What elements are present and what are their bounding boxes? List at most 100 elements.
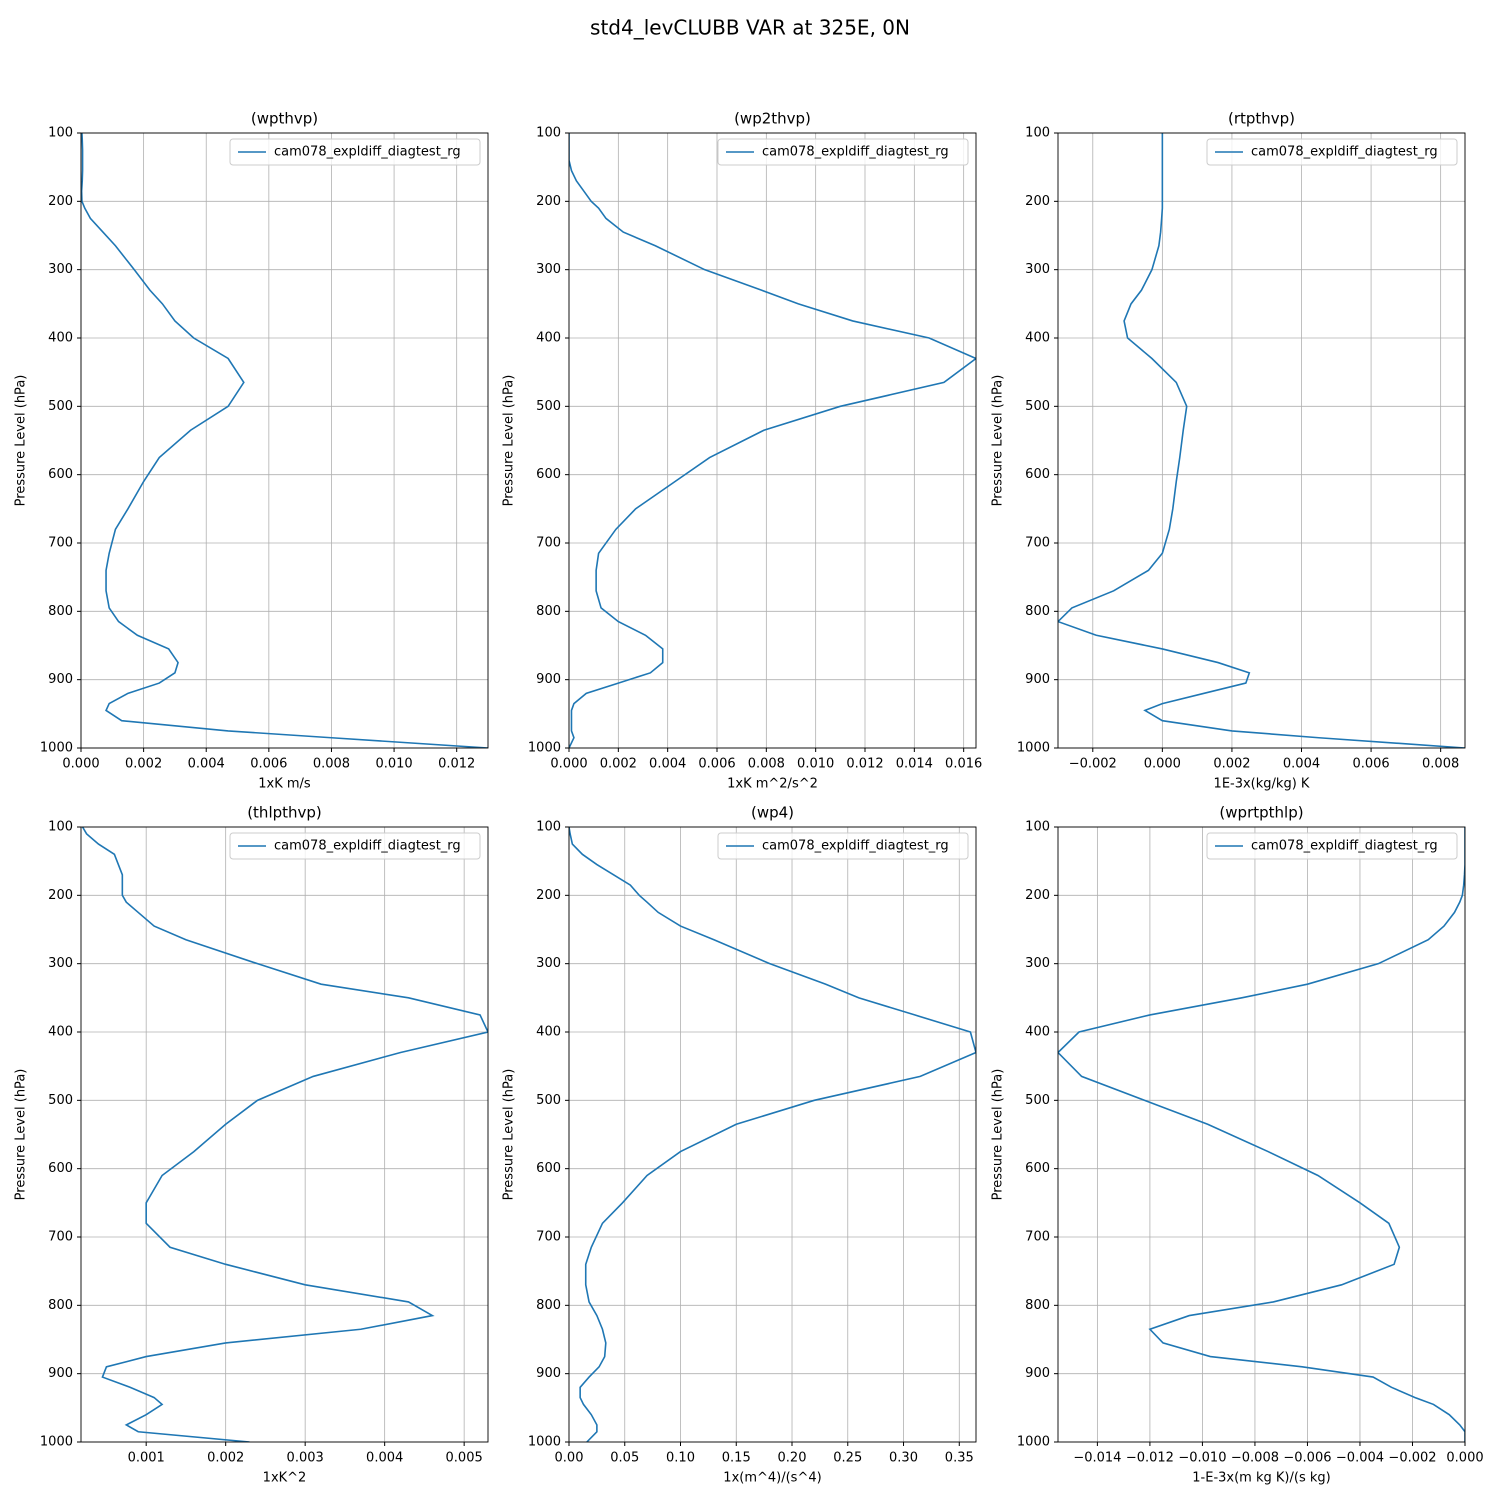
data-line — [569, 827, 976, 1442]
y-tick-label: 800 — [48, 1298, 73, 1313]
y-tick-label: 300 — [536, 956, 561, 971]
x-tick-label: 0.014 — [896, 757, 933, 772]
axes-frame — [568, 132, 977, 749]
x-tick-label: 0.016 — [945, 757, 982, 772]
y-tick-label: 1000 — [528, 1435, 561, 1450]
y-tick-label: 500 — [536, 399, 561, 414]
legend-box — [717, 832, 969, 860]
x-tick-label: −0.008 — [1231, 1451, 1279, 1466]
y-tick-label: 200 — [1025, 888, 1050, 903]
data-line — [569, 133, 976, 748]
y-tick-label: 900 — [48, 1366, 73, 1381]
x-tick-label: −0.006 — [1283, 1451, 1331, 1466]
y-tick-label: 300 — [48, 262, 73, 277]
y-tick-label: 600 — [1025, 467, 1050, 482]
y-tick-label: 300 — [1025, 262, 1050, 277]
x-tick-label: 0.002 — [125, 757, 162, 772]
data-line — [81, 133, 488, 748]
y-tick-label: 800 — [536, 604, 561, 619]
x-tick-label: 0.000 — [1446, 1451, 1483, 1466]
x-tick-label: 0.35 — [945, 1451, 974, 1466]
x-tick-label: 0.002 — [207, 1451, 244, 1466]
y-tick-label: 300 — [48, 956, 73, 971]
y-tick-label: 800 — [1025, 1298, 1050, 1313]
y-tick-label: 100 — [48, 820, 73, 835]
x-tick-label: 0.000 — [1144, 757, 1181, 772]
y-tick-label: 900 — [1025, 672, 1050, 687]
y-tick-label: 900 — [48, 672, 73, 687]
y-tick-label: 900 — [536, 1366, 561, 1381]
x-tick-label: −0.012 — [1126, 1451, 1174, 1466]
x-tick-label: −0.004 — [1336, 1451, 1384, 1466]
legend-label: cam078_expldiff_diagtest_rg — [274, 839, 461, 854]
x-tick-label: 0.010 — [797, 757, 834, 772]
y-tick-label: 1000 — [1017, 1435, 1050, 1450]
legend-label: cam078_expldiff_diagtest_rg — [1251, 145, 1438, 160]
x-tick-label: 0.15 — [722, 1451, 751, 1466]
x-tick-label: 0.006 — [698, 757, 735, 772]
y-tick-label: 900 — [536, 672, 561, 687]
y-tick-label: 600 — [1025, 1161, 1050, 1176]
y-axis-label: Pressure Level (hPa) — [14, 375, 29, 507]
y-tick-label: 200 — [1025, 194, 1050, 209]
y-tick-label: 500 — [1025, 1093, 1050, 1108]
y-tick-label: 400 — [48, 331, 73, 346]
y-axis-label: Pressure Level (hPa) — [991, 375, 1006, 507]
x-tick-label: −0.014 — [1073, 1451, 1121, 1466]
y-tick-label: 400 — [536, 331, 561, 346]
y-tick-label: 200 — [536, 888, 561, 903]
x-tick-label: 0.000 — [550, 757, 587, 772]
x-tick-label: 0.001 — [128, 1451, 165, 1466]
x-tick-label: 0.000 — [62, 757, 99, 772]
x-tick-label: 0.008 — [1422, 757, 1459, 772]
y-tick-label: 600 — [48, 467, 73, 482]
x-tick-label: 0.005 — [446, 1451, 483, 1466]
legend-box — [1206, 138, 1458, 166]
y-tick-label: 200 — [48, 888, 73, 903]
x-tick-label: 0.004 — [649, 757, 686, 772]
x-tick-label: 0.010 — [375, 757, 412, 772]
x-tick-label: 0.004 — [188, 757, 225, 772]
y-tick-label: 1000 — [528, 741, 561, 756]
y-axis-label: Pressure Level (hPa) — [991, 1069, 1006, 1201]
y-axis-label: Pressure Level (hPa) — [502, 1069, 517, 1201]
data-line — [1058, 827, 1465, 1442]
y-tick-label: 800 — [536, 1298, 561, 1313]
y-tick-label: 600 — [48, 1161, 73, 1176]
axes-title: (thlpthvp) — [247, 804, 322, 822]
y-tick-label: 100 — [536, 126, 561, 141]
y-tick-label: 300 — [1025, 956, 1050, 971]
axes-title: (wpthvp) — [251, 110, 318, 128]
x-tick-label: 0.012 — [438, 757, 475, 772]
x-tick-label: 0.002 — [1213, 757, 1250, 772]
y-axis-label: Pressure Level (hPa) — [14, 1069, 29, 1201]
y-tick-label: 900 — [1025, 1366, 1050, 1381]
y-tick-label: 1000 — [40, 741, 73, 756]
y-tick-label: 300 — [536, 262, 561, 277]
x-tick-label: 0.20 — [778, 1451, 807, 1466]
y-tick-label: 400 — [1025, 331, 1050, 346]
legend-box — [229, 138, 481, 166]
y-tick-label: 200 — [48, 194, 73, 209]
x-axis-label: 1xK^2 — [263, 1471, 307, 1486]
y-tick-label: 100 — [48, 126, 73, 141]
y-tick-label: 600 — [536, 467, 561, 482]
axes-frame — [1057, 132, 1466, 749]
y-tick-label: 800 — [1025, 604, 1050, 619]
legend-box — [717, 138, 969, 166]
axes-title: (wp2thvp) — [734, 110, 811, 128]
y-tick-label: 500 — [48, 1093, 73, 1108]
x-tick-label: 0.10 — [666, 1451, 695, 1466]
y-tick-label: 100 — [1025, 126, 1050, 141]
y-tick-label: 400 — [536, 1025, 561, 1040]
legend-label: cam078_expldiff_diagtest_rg — [762, 145, 949, 160]
x-tick-label: 0.004 — [366, 1451, 403, 1466]
y-tick-label: 700 — [1025, 536, 1050, 551]
x-tick-label: 0.008 — [748, 757, 785, 772]
x-axis-label: 1xK m/s — [258, 777, 311, 792]
figure-title: std4_levCLUBB VAR at 325E, 0N — [590, 16, 910, 40]
x-tick-label: 0.012 — [846, 757, 883, 772]
x-tick-label: 0.003 — [287, 1451, 324, 1466]
axes-frame — [80, 132, 489, 749]
